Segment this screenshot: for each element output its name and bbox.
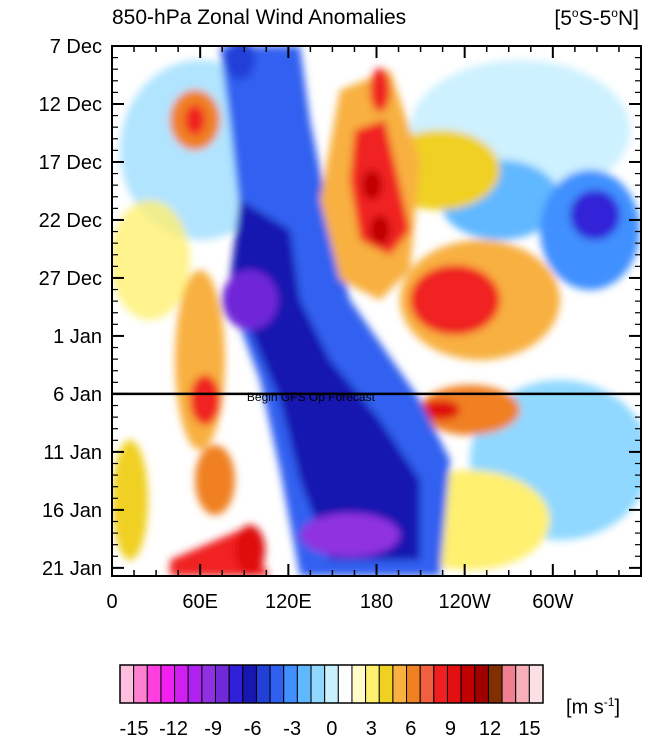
colorbar-tick-label: -3 bbox=[283, 718, 301, 740]
colorbar-tick-label: -12 bbox=[159, 718, 188, 740]
colorbar-cell bbox=[146, 664, 162, 704]
y-tick-label: 22 Dec bbox=[39, 210, 102, 232]
colorbar-cell bbox=[187, 664, 203, 704]
colorbar-tick-label: 9 bbox=[445, 718, 456, 740]
colorbar-cell bbox=[242, 664, 257, 704]
colorbar-cell bbox=[160, 664, 176, 704]
colorbar-tick-label: -6 bbox=[244, 718, 262, 740]
anomaly-region bbox=[222, 270, 278, 330]
colorbar-tick-label: 15 bbox=[518, 718, 540, 740]
colorbar-cell bbox=[337, 664, 353, 704]
anomaly-region bbox=[195, 445, 235, 515]
x-tick-label: 120W bbox=[439, 591, 491, 613]
x-tick-label: 60W bbox=[532, 591, 573, 613]
y-tick-label: 1 Jan bbox=[53, 326, 102, 348]
y-tick-label: 17 Dec bbox=[39, 152, 102, 174]
colorbar-cell bbox=[365, 664, 380, 704]
colorbar-cell bbox=[419, 664, 435, 704]
anomaly-field bbox=[112, 46, 641, 576]
colorbar-cell bbox=[406, 664, 421, 704]
colorbar-tick-label: 12 bbox=[479, 718, 501, 740]
anomaly-region bbox=[230, 200, 420, 560]
forecast-label: Begin GFS Op Forecast bbox=[247, 390, 376, 404]
colorbar-units: [m s-1] bbox=[566, 695, 621, 719]
anomaly-region bbox=[112, 200, 190, 320]
colorbar-cell bbox=[310, 664, 326, 704]
anomaly-region bbox=[420, 385, 520, 435]
colorbar-cell bbox=[487, 664, 503, 704]
x-tick-label: 0 bbox=[106, 591, 117, 613]
colorbar-cell bbox=[501, 664, 517, 704]
axes: 0 60E 120E 180 120W 60W 7 Dec 12 Dec 17 Dec 22 De… bbox=[39, 36, 642, 613]
colorbar-cell bbox=[351, 664, 367, 704]
anomaly-region bbox=[185, 105, 205, 135]
anomaly-region bbox=[225, 46, 255, 80]
colorbar-cell bbox=[228, 664, 244, 704]
colorbar-cell bbox=[133, 664, 148, 704]
colorbar-cell bbox=[474, 664, 489, 704]
colorbar-cell bbox=[433, 664, 448, 704]
colorbar-cell bbox=[201, 664, 217, 704]
colorbar-cell bbox=[324, 664, 339, 704]
anomaly-region bbox=[420, 400, 460, 420]
colorbar-cell bbox=[378, 664, 394, 704]
x-tick-label: 60E bbox=[182, 591, 218, 613]
colorbar-tick-label: 6 bbox=[405, 718, 416, 740]
anomaly-region bbox=[370, 68, 390, 112]
y-tick-label: 7 Dec bbox=[50, 36, 102, 58]
colorbar-cell bbox=[269, 664, 285, 704]
y-tick-label: 27 Dec bbox=[39, 268, 102, 290]
colorbar-cell bbox=[255, 664, 271, 704]
anomaly-region bbox=[300, 513, 400, 557]
anomaly-region bbox=[235, 525, 265, 575]
colorbar-cell bbox=[446, 664, 462, 704]
region-label: [5oS-5oN] bbox=[554, 6, 639, 30]
colorbar-cell bbox=[283, 664, 298, 704]
colorbar-cell bbox=[392, 664, 408, 704]
colorbar-cell bbox=[174, 664, 189, 704]
y-tick-label: 6 Jan bbox=[53, 384, 102, 406]
x-tick-label: 120E bbox=[265, 591, 312, 613]
colorbar-frame bbox=[119, 664, 544, 704]
colorbar-cell bbox=[296, 664, 312, 704]
anomaly-region bbox=[370, 215, 390, 245]
anomaly-region bbox=[410, 265, 500, 335]
colorbar-tick-label: 0 bbox=[326, 718, 337, 740]
colorbar-tick-label: -9 bbox=[204, 718, 222, 740]
colorbar-cell bbox=[528, 664, 544, 704]
y-tick-label: 12 Dec bbox=[39, 94, 102, 116]
y-tick-label: 11 Jan bbox=[43, 442, 102, 464]
chart-title: 850-hPa Zonal Wind Anomalies bbox=[112, 6, 407, 29]
anomaly-region bbox=[190, 375, 220, 425]
colorbar-cell bbox=[460, 664, 476, 704]
anomaly-region bbox=[112, 440, 148, 560]
y-tick-label: 21 Jan bbox=[42, 558, 102, 580]
colorbar-cell bbox=[119, 664, 135, 704]
x-tick-label: 180 bbox=[360, 591, 393, 613]
anomaly-region bbox=[570, 190, 620, 240]
colorbar: -15 -12 -9 -6 -3 0 3 6 9 12 15 bbox=[119, 664, 544, 740]
anomaly-region bbox=[362, 170, 382, 200]
colorbar-cell bbox=[515, 664, 530, 704]
colorbar-tick-label: -15 bbox=[120, 718, 149, 740]
y-tick-label: 16 Jan bbox=[42, 500, 102, 522]
colorbar-cell bbox=[215, 664, 230, 704]
colorbar-tick-label: 3 bbox=[366, 718, 377, 740]
